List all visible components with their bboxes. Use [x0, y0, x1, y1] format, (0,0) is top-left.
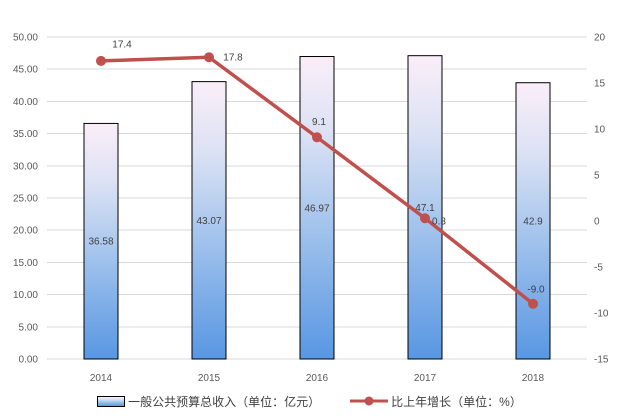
line-marker-2016	[312, 132, 322, 143]
bar-2015	[191, 81, 227, 360]
y-axis-left-tick-label: 45.00	[13, 65, 38, 76]
y-axis-left-tick-label: 5.00	[19, 322, 39, 333]
y-axis-right-tick-label: 5	[594, 171, 600, 182]
bar-2016	[299, 56, 335, 360]
legend: 一般公共预算总收入（单位：亿元） 比上年增长（单位：%）	[0, 393, 619, 409]
line-value-label-2015: 17.8	[223, 53, 243, 64]
legend-item-bar-series: 一般公共预算总收入（单位：亿元）	[97, 393, 320, 410]
y-axis-right-tick-label: 15	[594, 79, 606, 90]
bar-value-label-2014: 36.58	[88, 237, 113, 248]
legend-item-line-series: 比上年增长（单位：%）	[350, 393, 522, 410]
bar-series-swatch-icon	[97, 395, 126, 407]
y-axis-left-tick-label: 20.00	[13, 226, 38, 237]
line-marker-2017	[420, 213, 430, 224]
y-axis-left-tick-label: 40.00	[13, 97, 38, 108]
y-axis-left-tick-label: 30.00	[13, 161, 38, 172]
y-axis-right-tick-label: 20	[594, 33, 606, 44]
y-axis-right-tick-label: -15	[594, 355, 609, 366]
bar-2014	[83, 122, 119, 360]
x-axis-label-2018: 2018	[522, 373, 545, 384]
bar-2017	[407, 55, 443, 360]
y-axis-right-tick-label: -5	[594, 263, 603, 274]
x-axis-label-2014: 2014	[90, 373, 113, 384]
y-axis-left-tick-label: 50.00	[13, 33, 38, 44]
y-axis-left-tick-label: 25.00	[13, 194, 38, 205]
y-axis-right-tick-label: 10	[594, 125, 606, 136]
y-axis-right-tick-label: -10	[594, 309, 609, 320]
bar-value-label-2016: 46.97	[304, 203, 329, 214]
x-axis-label-2017: 2017	[414, 373, 437, 384]
line-marker-2018	[528, 298, 538, 309]
x-axis-label-2016: 2016	[306, 373, 329, 384]
line-marker-2015	[204, 52, 214, 63]
y-axis-left-tick-label: 15.00	[13, 258, 38, 269]
x-axis-label-2015: 2015	[198, 373, 221, 384]
bar-2018	[515, 82, 551, 360]
line-value-label-2018: -9.0	[527, 284, 545, 295]
bar-value-label-2018: 42.9	[523, 216, 543, 227]
line-marker-2014	[96, 55, 106, 66]
line-series-swatch-icon	[350, 396, 389, 406]
line-value-label-2016: 9.1	[312, 117, 326, 128]
bar-value-label-2015: 43.07	[196, 216, 221, 227]
legend-label-line-series: 比上年增长（单位：%）	[391, 394, 522, 409]
line-value-label-2017: 0.3	[432, 217, 446, 228]
line-value-label-2014: 17.4	[112, 39, 132, 50]
y-axis-left-tick-label: 10.00	[13, 290, 38, 301]
y-axis-right-tick-label: 0	[594, 217, 600, 228]
y-axis-left-tick-label: 35.00	[13, 129, 38, 140]
legend-label-bar-series: 一般公共预算总收入（单位：亿元）	[128, 394, 321, 409]
bar-value-label-2017: 47.1	[415, 203, 435, 214]
y-axis-left-tick-label: 0.00	[19, 355, 39, 366]
